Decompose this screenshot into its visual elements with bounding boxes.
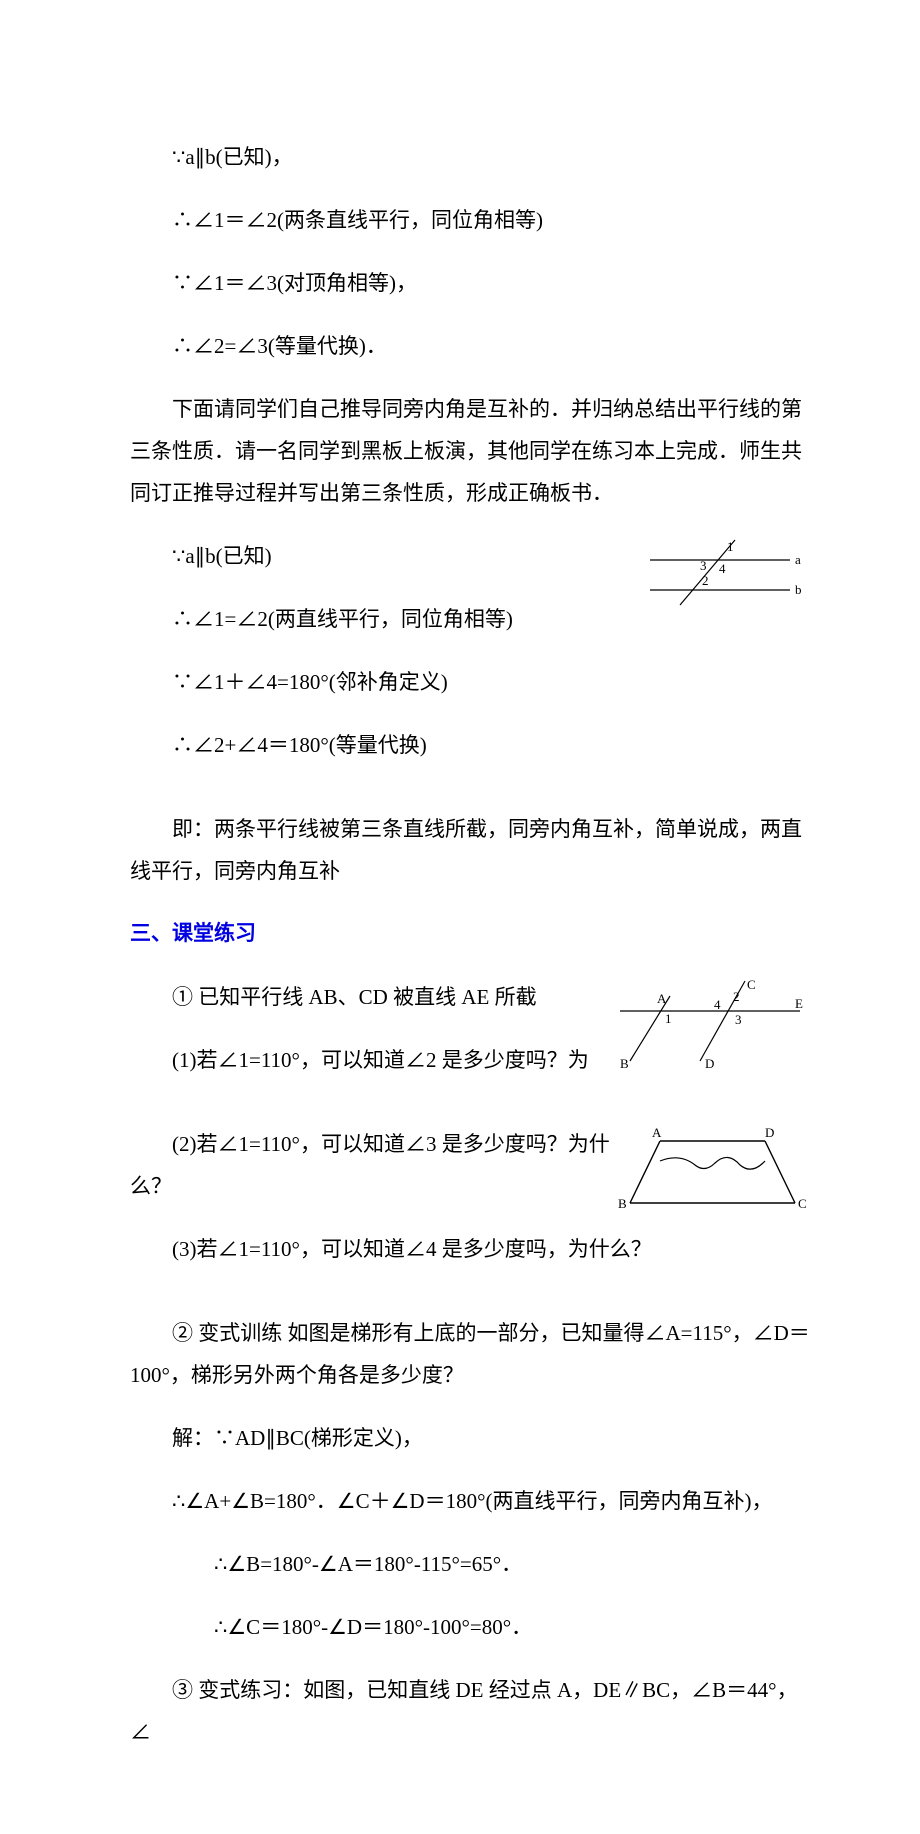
figure-trapezoid: A D B C	[610, 1123, 810, 1218]
fig1-label-4: 4	[719, 561, 726, 576]
fig2-label-A: A	[657, 991, 667, 1006]
fig2-label-C: C	[747, 977, 756, 992]
figure-transversal-ae: A B C D E 1 2 3 4	[610, 976, 810, 1071]
q2-sol-l4: ∴∠C＝180°-∠D＝180°-100°=80°．	[130, 1606, 810, 1648]
q2-sol-l3: ∴∠B=180°-∠A＝180°-115°=65°．	[130, 1543, 810, 1585]
fig2-label-3: 3	[735, 1012, 742, 1027]
figure-parallel-lines: a b 1 4 3 2	[640, 535, 810, 615]
fig2-label-E: E	[795, 996, 803, 1011]
fig3-label-A: A	[652, 1125, 662, 1140]
fig3-label-D: D	[765, 1125, 774, 1140]
proof1-line2: ∴∠1＝∠2(两条直线平行，同位角相等)	[130, 199, 810, 241]
question-1-block: A B C D E 1 2 3 4 ① 已知平行线 AB、CD 被直线 AE 所…	[130, 976, 810, 1102]
q3-stem: ③ 变式练习：如图，已知直线 DE 经过点 A，DE∥BC，∠B＝44°，∠	[130, 1669, 810, 1753]
proof1-line4: ∴∠2=∠3(等量代换)．	[130, 325, 810, 367]
fig1-label-1: 1	[727, 539, 734, 554]
fig1-label-b: b	[795, 582, 802, 597]
document-page: ∵a∥b(已知)， ∴∠1＝∠2(两条直线平行，同位角相等) ∵∠1＝∠3(对顶…	[0, 0, 920, 1834]
fig2-label-2: 2	[733, 989, 740, 1004]
fig3-label-C: C	[798, 1196, 807, 1211]
fig2-label-1: 1	[665, 1011, 672, 1026]
question-1-block2: A D B C (2)若∠1=110°，可以知道∠3 是多少度吗？为什么？ (3…	[130, 1123, 810, 1291]
fig3-label-B: B	[618, 1196, 627, 1211]
fig2-label-D: D	[705, 1056, 714, 1071]
q2-stem: ② 变式训练 如图是梯形有上底的一部分，已知量得∠A=115°，∠D＝100°，…	[130, 1312, 810, 1396]
fig2-label-4: 4	[714, 997, 721, 1012]
paragraph-2: 即：两条平行线被第三条直线所截，同旁内角互补，简单说成，两直线平行，同旁内角互补	[130, 808, 810, 892]
fig1-label-2: 2	[702, 573, 709, 588]
section-3-heading: 三、课堂练习	[130, 913, 810, 955]
fig2-label-B: B	[620, 1056, 629, 1071]
proof1-line1: ∵a∥b(已知)，	[130, 136, 810, 178]
q1-part3: (3)若∠1=110°，可以知道∠4 是多少度吗，为什么？	[130, 1228, 810, 1270]
fig1-label-a: a	[795, 552, 801, 567]
q2-sol-l2: ∴∠A+∠B=180°．∠C＋∠D＝180°(两直线平行，同旁内角互补)，	[130, 1480, 810, 1522]
proof2-line3: ∵∠1＋∠4=180°(邻补角定义)	[130, 661, 810, 703]
proof1-line3: ∵∠1＝∠3(对顶角相等)，	[130, 262, 810, 304]
paragraph-1: 下面请同学们自己推导同旁内角是互补的．并归纳总结出平行线的第三条性质．请一名同学…	[130, 388, 810, 514]
proof2-line4: ∴∠2+∠4＝180°(等量代换)	[130, 724, 810, 766]
proof2-block: a b 1 4 3 2 ∵a∥b(已知) ∴∠1=∠2(两直线平行，同位角相等)…	[130, 535, 810, 787]
q2-sol-l1: 解：∵AD∥BC(梯形定义)，	[130, 1417, 810, 1459]
fig1-label-3: 3	[700, 558, 707, 573]
